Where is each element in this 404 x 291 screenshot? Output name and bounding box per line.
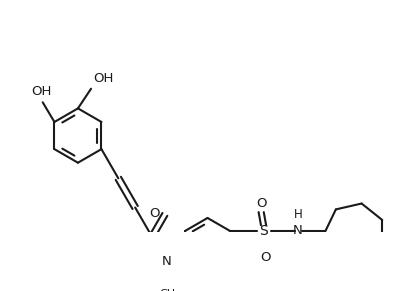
Text: OH: OH (31, 85, 51, 97)
Text: OH: OH (93, 72, 113, 85)
Text: N: N (292, 224, 302, 237)
Text: H: H (294, 207, 303, 221)
Text: O: O (149, 207, 159, 220)
Text: N: N (162, 255, 171, 268)
Text: S: S (259, 224, 268, 238)
Text: O: O (261, 251, 271, 265)
Text: O: O (256, 197, 267, 210)
Text: CH₃: CH₃ (160, 289, 181, 291)
